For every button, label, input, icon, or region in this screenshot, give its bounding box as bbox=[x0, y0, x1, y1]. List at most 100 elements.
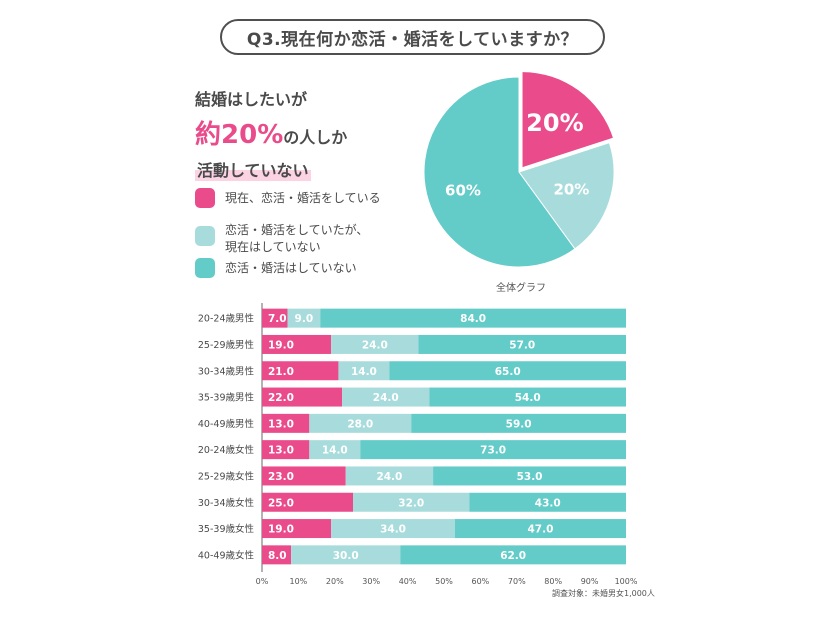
pie-slice-label: 20% bbox=[526, 109, 583, 137]
x-tick-label: 70% bbox=[508, 577, 526, 586]
pie-slice bbox=[522, 72, 613, 168]
category-label: 30-34歳男性 bbox=[198, 365, 255, 377]
bar-segment bbox=[262, 466, 346, 486]
x-tick-label: 0% bbox=[256, 577, 269, 586]
legend-swatch bbox=[195, 258, 215, 278]
headline-highlight: 20% bbox=[221, 120, 284, 150]
bar-value-label: 24.0 bbox=[376, 471, 402, 483]
bar-value-label: 43.0 bbox=[535, 497, 561, 509]
chart-title: Q3.現在何か恋活・婚活をしていますか？ bbox=[220, 19, 605, 55]
headline-line2: 約20%の人しか bbox=[195, 114, 415, 151]
legend-item-past: 恋活・婚活をしていたが、 現在はしていない bbox=[195, 222, 395, 256]
bar-value-label: 14.0 bbox=[351, 366, 377, 378]
bar-segment bbox=[262, 308, 288, 328]
x-tick-label: 50% bbox=[435, 577, 453, 586]
bar-value-label: 32.0 bbox=[398, 497, 424, 509]
bar-value-label: 53.0 bbox=[517, 471, 543, 483]
bar-segment bbox=[262, 492, 353, 512]
bar-segment bbox=[411, 413, 626, 433]
bar-value-label: 19.0 bbox=[268, 524, 294, 536]
category-label: 25-29歳女性 bbox=[198, 470, 255, 482]
legend-label: 現在、恋活・婚活をしている bbox=[225, 191, 381, 205]
bar-segment bbox=[262, 545, 292, 565]
category-label: 35-39歳男性 bbox=[198, 392, 255, 404]
bar-value-label: 57.0 bbox=[509, 339, 535, 351]
x-tick-label: 40% bbox=[399, 577, 417, 586]
bar-value-label: 14.0 bbox=[322, 445, 348, 457]
bar-segment bbox=[342, 387, 430, 407]
category-label: 40-49歳男性 bbox=[198, 418, 255, 430]
headline-suffix: の人しか bbox=[283, 128, 348, 147]
bar-segment bbox=[262, 413, 310, 433]
survey-note: 調査対象：未婚男女1,000人 bbox=[552, 589, 655, 598]
bar-value-label: 23.0 bbox=[268, 471, 294, 483]
x-tick-label: 90% bbox=[581, 577, 599, 586]
bar-segment bbox=[291, 545, 401, 565]
legend-item-none: 恋活・婚活はしていない bbox=[195, 258, 395, 278]
bar-value-label: 34.0 bbox=[380, 524, 406, 536]
bar-value-label: 59.0 bbox=[506, 418, 532, 430]
pie-caption: 全体グラフ bbox=[496, 283, 546, 294]
headline: 結婚はしたいが 約20%の人しか 活動していない bbox=[195, 86, 415, 181]
bar-segment bbox=[360, 440, 626, 460]
bar-segment bbox=[262, 334, 332, 354]
x-tick-label: 60% bbox=[472, 577, 490, 586]
bar-segment bbox=[469, 492, 626, 512]
pie-slice-label: 20% bbox=[553, 180, 589, 198]
bar-value-label: 24.0 bbox=[362, 339, 388, 351]
bar-value-label: 19.0 bbox=[268, 339, 294, 351]
bar-segment bbox=[331, 334, 419, 354]
bar-value-label: 84.0 bbox=[460, 313, 486, 325]
bar-segment bbox=[418, 334, 626, 354]
bar-segment bbox=[429, 387, 626, 407]
bar-segment bbox=[309, 440, 361, 460]
bar-value-label: 30.0 bbox=[333, 550, 359, 562]
bar-segment bbox=[389, 361, 626, 381]
bar-segment bbox=[338, 361, 390, 381]
bar-value-label: 73.0 bbox=[480, 445, 506, 457]
bar-segment bbox=[454, 519, 626, 539]
legend-label: 恋活・婚活はしていない bbox=[225, 261, 357, 275]
bar-value-label: 22.0 bbox=[268, 392, 294, 404]
pie-slice-label: 60% bbox=[445, 181, 481, 199]
bar-segment bbox=[262, 387, 343, 407]
bar-value-label: 9.0 bbox=[295, 313, 314, 325]
bar-value-label: 47.0 bbox=[527, 524, 553, 536]
headline-line3: 活動していない bbox=[195, 157, 311, 181]
bar-segment bbox=[287, 308, 321, 328]
pie-slice bbox=[423, 76, 576, 268]
bar-value-label: 7.0 bbox=[268, 313, 287, 325]
bar-value-label: 25.0 bbox=[268, 497, 294, 509]
bar-value-label: 65.0 bbox=[495, 366, 521, 378]
category-label: 35-39歳女性 bbox=[198, 523, 255, 535]
bar-segment bbox=[320, 308, 626, 328]
legend-swatch bbox=[195, 188, 215, 208]
category-label: 20-24歳男性 bbox=[198, 313, 255, 325]
bar-segment bbox=[262, 440, 310, 460]
category-label: 30-34歳女性 bbox=[198, 497, 255, 509]
bar-segment bbox=[262, 519, 332, 539]
pie-slice bbox=[518, 142, 615, 250]
bar-value-label: 62.0 bbox=[500, 550, 526, 562]
bar-segment bbox=[331, 519, 455, 539]
bar-value-label: 13.0 bbox=[268, 418, 294, 430]
bar-value-label: 24.0 bbox=[373, 392, 399, 404]
x-tick-label: 100% bbox=[615, 577, 638, 586]
x-tick-label: 10% bbox=[290, 577, 308, 586]
bar-segment bbox=[433, 466, 626, 486]
bar-value-label: 21.0 bbox=[268, 366, 294, 378]
bar-segment bbox=[309, 413, 412, 433]
headline-prefix: 約 bbox=[195, 120, 222, 150]
bar-value-label: 28.0 bbox=[347, 418, 373, 430]
bar-segment bbox=[262, 361, 339, 381]
x-tick-label: 30% bbox=[362, 577, 380, 586]
category-label: 20-24歳女性 bbox=[198, 444, 255, 456]
bar-segment bbox=[353, 492, 470, 512]
x-tick-label: 20% bbox=[326, 577, 344, 586]
bar-segment bbox=[345, 466, 434, 486]
bar-value-label: 8.0 bbox=[268, 550, 287, 562]
headline-line1: 結婚はしたいが bbox=[195, 90, 308, 109]
bar-segment bbox=[400, 545, 626, 565]
